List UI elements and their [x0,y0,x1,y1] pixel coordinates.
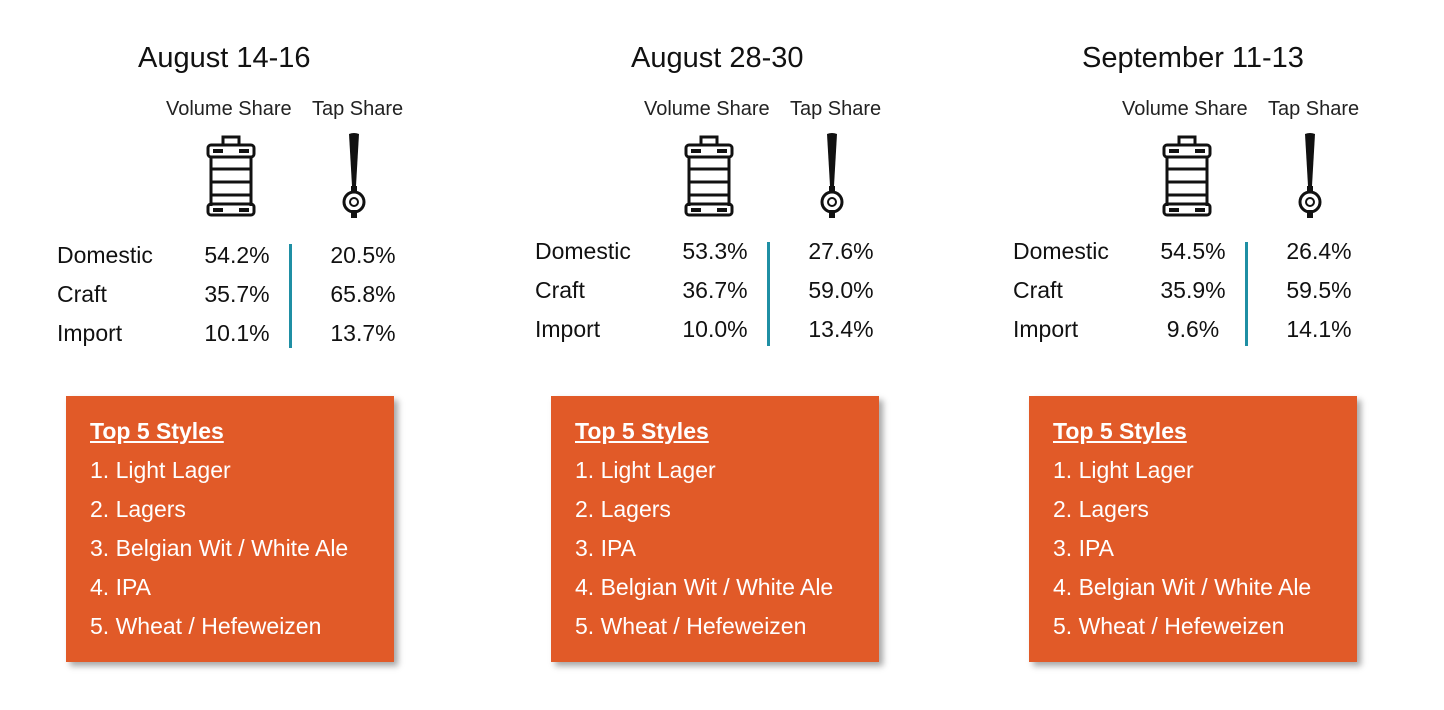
column-divider [1245,242,1248,346]
volume-share-value: 54.5% [1160,238,1226,264]
row-label: Import [535,316,601,342]
style-item: 5. Wheat / Hefeweizen [90,613,322,639]
style-item: 2. Lagers [1053,496,1149,522]
tap-share-header: Tap Share [1268,98,1360,120]
volume-share-header: Volume Share [644,98,770,120]
volume-share-header: Volume Share [1122,98,1248,120]
share-row-domestic: Domestic 53.3% 27.6% [535,238,935,270]
tap-share-header: Tap Share [312,98,404,120]
tap-share-value: 13.7% [330,320,396,346]
period-title: August 28-30 [631,42,804,74]
share-row-craft: Craft 35.9% 59.5% [1013,277,1413,309]
style-item: 3. IPA [575,535,636,561]
beer-keg-icon [1162,135,1212,217]
column-divider [289,244,292,348]
volume-share-value: 54.2% [204,242,270,268]
share-row-import: Import 9.6% 14.1% [1013,316,1413,348]
tap-share-value: 59.5% [1286,277,1352,303]
period-title: September 11-13 [1082,42,1304,74]
row-label: Craft [57,281,107,307]
volume-share-value: 9.6% [1166,316,1220,342]
period-panel: August 14-16 Volume Share Tap Share Dome… [50,0,480,710]
row-label: Domestic [535,238,631,264]
style-item: 1. Light Lager [90,457,231,483]
beer-keg-icon [206,135,256,217]
share-row-domestic: Domestic 54.2% 20.5% [57,242,457,274]
share-row-craft: Craft 35.7% 65.8% [57,281,457,313]
style-item: 2. Lagers [575,496,671,522]
beer-tap-handle-icon [820,133,844,218]
share-row-import: Import 10.1% 13.7% [57,320,457,352]
tap-share-value: 65.8% [330,281,396,307]
period-panel: September 11-13 Volume Share Tap Share D… [1006,0,1436,710]
beer-tap-handle-icon [342,133,366,218]
row-label: Domestic [57,242,153,268]
style-item: 1. Light Lager [1053,457,1194,483]
row-label: Domestic [1013,238,1109,264]
style-item: 3. Belgian Wit / White Ale [90,535,349,561]
column-divider [767,242,770,346]
share-row-domestic: Domestic 54.5% 26.4% [1013,238,1413,270]
volume-share-value: 35.7% [204,281,270,307]
row-label: Import [1013,316,1079,342]
tap-share-value: 20.5% [330,242,396,268]
style-item: 4. Belgian Wit / White Ale [1053,574,1312,600]
volume-share-value: 10.1% [204,320,270,346]
top-styles-card: Top 5 Styles 1. Light Lager 2. Lagers 3.… [66,396,394,662]
card-heading: Top 5 Styles [1053,418,1187,444]
style-item: 5. Wheat / Hefeweizen [575,613,807,639]
style-item: 3. IPA [1053,535,1114,561]
period-title: August 14-16 [138,42,311,74]
style-item: 5. Wheat / Hefeweizen [1053,613,1285,639]
style-item: 1. Light Lager [575,457,716,483]
top-styles-card: Top 5 Styles 1. Light Lager 2. Lagers 3.… [1029,396,1357,662]
volume-share-value: 10.0% [682,316,748,342]
volume-share-header: Volume Share [166,98,292,120]
tap-share-value: 14.1% [1286,316,1352,342]
tap-share-header: Tap Share [790,98,882,120]
beer-keg-icon [684,135,734,217]
beer-tap-handle-icon [1298,133,1322,218]
volume-share-value: 35.9% [1160,277,1226,303]
tap-share-value: 27.6% [808,238,874,264]
share-row-craft: Craft 36.7% 59.0% [535,277,935,309]
style-item: 4. IPA [90,574,151,600]
style-item: 4. Belgian Wit / White Ale [575,574,834,600]
row-label: Craft [535,277,585,303]
row-label: Craft [1013,277,1063,303]
row-label: Import [57,320,123,346]
tap-share-value: 59.0% [808,277,874,303]
card-heading: Top 5 Styles [90,418,224,444]
tap-share-value: 26.4% [1286,238,1352,264]
period-panel: August 28-30 Volume Share Tap Share Dome… [528,0,958,710]
tap-share-value: 13.4% [808,316,874,342]
style-item: 2. Lagers [90,496,186,522]
volume-share-value: 53.3% [682,238,748,264]
card-heading: Top 5 Styles [575,418,709,444]
share-row-import: Import 10.0% 13.4% [535,316,935,348]
top-styles-card: Top 5 Styles 1. Light Lager 2. Lagers 3.… [551,396,879,662]
volume-share-value: 36.7% [682,277,748,303]
